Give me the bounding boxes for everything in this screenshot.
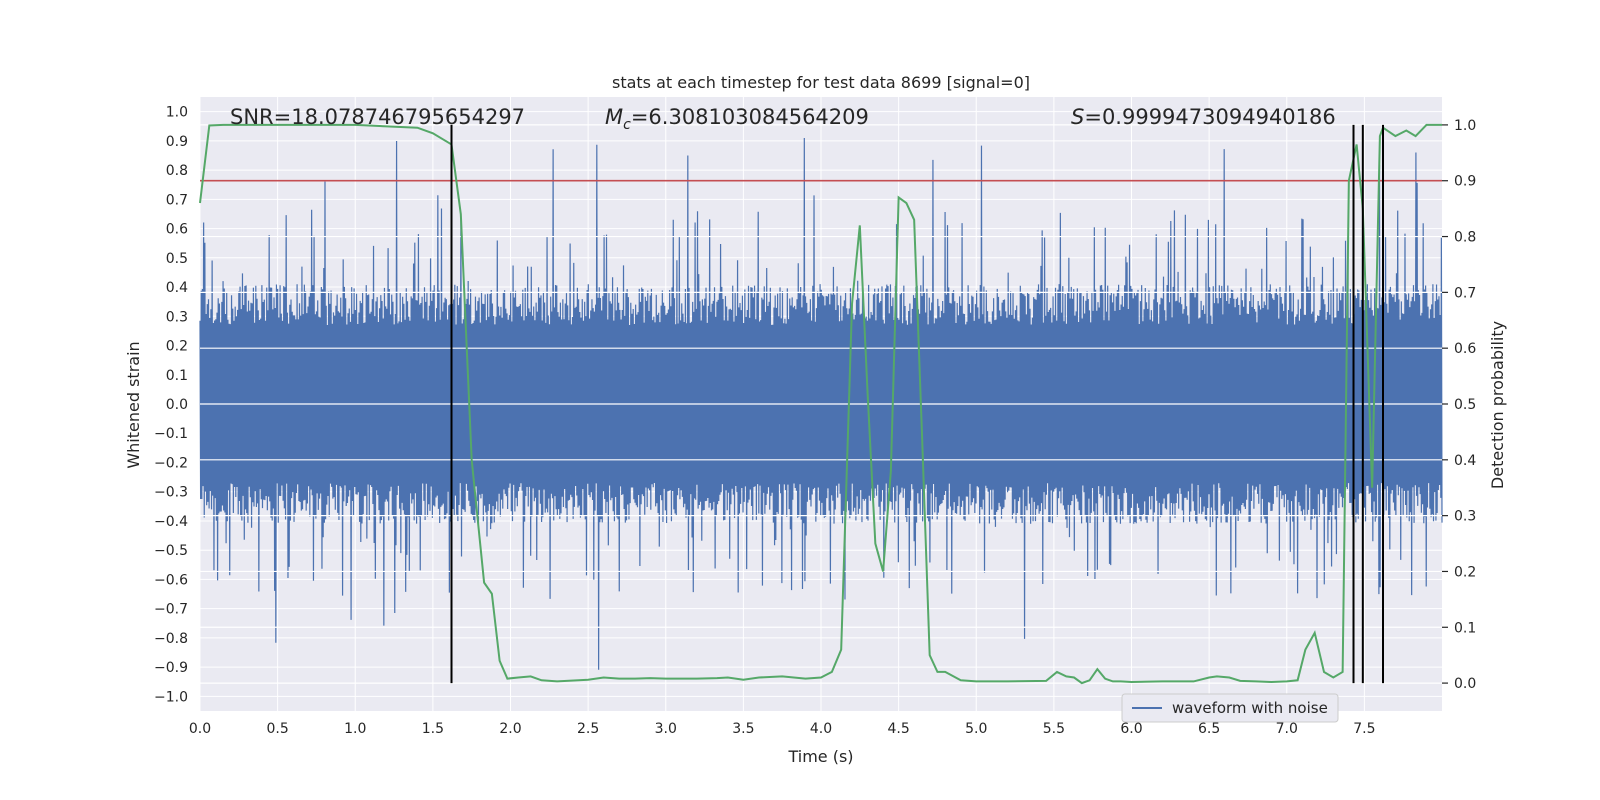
score-annotation: S=0.9999473094940186 [1071,105,1336,129]
y-left-tick-label: 0.1 [166,368,188,384]
y-left-tick-label: −0.7 [154,602,188,618]
x-tick-label: 2.0 [499,721,521,737]
y-right-tick-label: 0.6 [1454,341,1476,357]
y-left-tick-label: −0.5 [154,543,188,559]
y-right-tick-label: 0.8 [1454,230,1476,246]
y-left-tick-label: 0.2 [166,339,188,355]
legend: waveform with noise [1121,693,1339,723]
chirp-mass-value: =6.308103084564209 [631,105,869,129]
score-value: =0.9999473094940186 [1084,105,1335,129]
y-right-tick-label: 0.0 [1454,676,1476,692]
y-left-tick-label: −0.1 [154,426,188,442]
x-tick-label: 5.5 [1043,721,1065,737]
y-left-tick-label: −0.8 [154,631,188,647]
y-right-tick-label: 0.5 [1454,397,1476,413]
y-left-tick-label: 0.3 [166,309,188,325]
y-left-tick-label: −0.4 [154,514,188,530]
y-right-tick-label: 1.0 [1454,118,1476,134]
y-left-tick-label: 0.4 [166,280,188,296]
x-tick-label: 3.0 [655,721,677,737]
x-axis-ticks: 0.0 0.5 1.0 1.5 2.0 2.5 3.0 3.5 4.0 4.5 5.0 5.5 6.0 6… [189,721,1376,737]
legend-label: waveform with noise [1172,699,1328,717]
legend-box [1121,693,1339,723]
probability-series [199,123,1442,685]
x-tick-label: 4.5 [887,721,909,737]
waveform-series [199,137,1443,670]
y-left-tick-label: 0.8 [166,163,188,179]
y-left-axis-ticks: −1.0 −0.9 −0.8 −0.7 −0.6 −0.5 −0.4 −0.3 −0.2 −0.1… [154,105,188,706]
x-tick-label: 7.5 [1353,721,1375,737]
x-tick-label: 5.0 [965,721,987,737]
y-left-tick-label: −0.9 [154,660,188,676]
y-right-tick-label: 0.9 [1454,174,1476,190]
chart-title: stats at each timestep for test data 869… [612,73,1030,92]
y-right-axis-ticks: 0.0 0.1 0.2 0.3 0.4 0.5 0.6 0.7 0.8 0.9 1.0 [1442,118,1476,692]
chirp-mass-symbol: M [605,105,623,129]
y-left-axis-label: Whitened strain [124,341,143,468]
x-axis-label: Time (s) [787,747,853,766]
y-left-tick-label: 0.0 [166,397,188,413]
y-left-tick-label: 0.6 [166,222,188,238]
y-left-tick-label: −0.6 [154,572,188,588]
y-left-tick-label: −1.0 [154,689,188,705]
x-tick-label: 3.5 [732,721,754,737]
y-right-tick-label: 0.3 [1454,509,1476,525]
x-tick-label: 2.5 [577,721,599,737]
y-right-tick-label: 0.2 [1454,564,1476,580]
x-tick-label: 6.5 [1198,721,1220,737]
y-left-tick-label: −0.3 [154,485,188,501]
y-right-tick-label: 0.1 [1454,620,1476,636]
snr-annotation: SNR=18.078746795654297 [230,105,525,129]
score-symbol: S [1071,105,1084,129]
vertical-lines [450,124,1385,684]
x-tick-label: 7.0 [1276,721,1298,737]
x-tick-label: 4.0 [810,721,832,737]
waveform-line [199,137,1443,670]
y-left-tick-label: 1.0 [166,105,188,121]
x-tick-label: 0.5 [266,721,288,737]
x-tick-label: 1.0 [344,721,366,737]
y-right-tick-label: 0.7 [1454,285,1476,301]
y-right-axis-label: Detection probability [1488,321,1507,489]
x-tick-label: 0.0 [189,721,211,737]
y-right-tick-label: 0.4 [1454,453,1476,469]
y-left-tick-label: 0.5 [166,251,188,267]
y-left-tick-label: 0.7 [166,192,188,208]
chirp-mass-subscript: c [623,117,631,133]
probability-line [199,123,1442,685]
y-left-tick-label: 0.9 [166,134,188,150]
x-tick-label: 1.5 [422,721,444,737]
y-left-tick-label: −0.2 [154,455,188,471]
chirp-mass-annotation: Mc=6.308103084564209 [605,105,869,133]
x-tick-label: 6.0 [1120,721,1142,737]
